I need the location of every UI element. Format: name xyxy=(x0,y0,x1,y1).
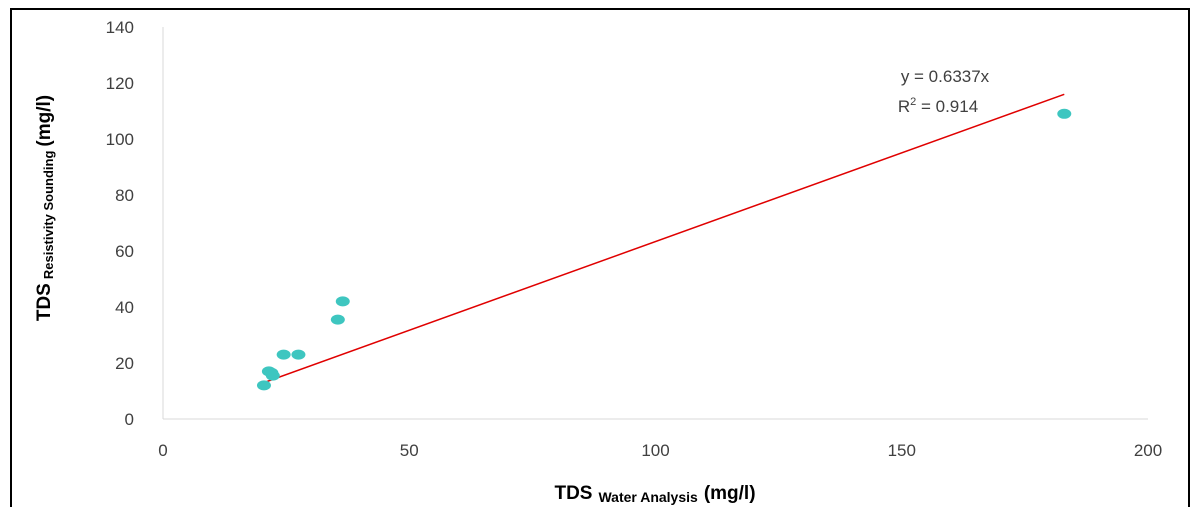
data-point xyxy=(291,349,306,360)
y-tick-label: 20 xyxy=(115,354,134,373)
data-point xyxy=(265,370,280,381)
y-axis-label: TDSResistivity Sounding(mg/l) xyxy=(34,95,56,321)
x-tick-label: 100 xyxy=(641,441,669,460)
y-tick-label: 100 xyxy=(106,130,134,149)
data-point xyxy=(330,314,345,325)
x-axis-label: TDS Water Analysis (mg/l) xyxy=(554,483,755,505)
chart-frame xyxy=(10,8,1190,507)
x-tick-label: 200 xyxy=(1134,441,1162,460)
y-tick-label: 80 xyxy=(115,186,134,205)
x-tick-label: 0 xyxy=(158,441,167,460)
trendline xyxy=(263,93,1065,384)
y-tick-label: 140 xyxy=(106,18,134,37)
y-tick-label: 0 xyxy=(125,410,134,429)
trendline-equation: y = 0.6337x xyxy=(901,67,990,86)
x-tick-label: 50 xyxy=(400,441,419,460)
x-tick-label: 150 xyxy=(888,441,916,460)
y-tick-label: 120 xyxy=(106,74,134,93)
y-tick-label: 60 xyxy=(115,242,134,261)
data-point xyxy=(335,296,350,307)
data-point xyxy=(256,380,271,391)
data-point xyxy=(276,349,291,360)
data-point xyxy=(1057,108,1072,119)
r-squared-label: R2 = 0.914 xyxy=(898,96,978,116)
y-tick-label: 40 xyxy=(115,298,134,317)
